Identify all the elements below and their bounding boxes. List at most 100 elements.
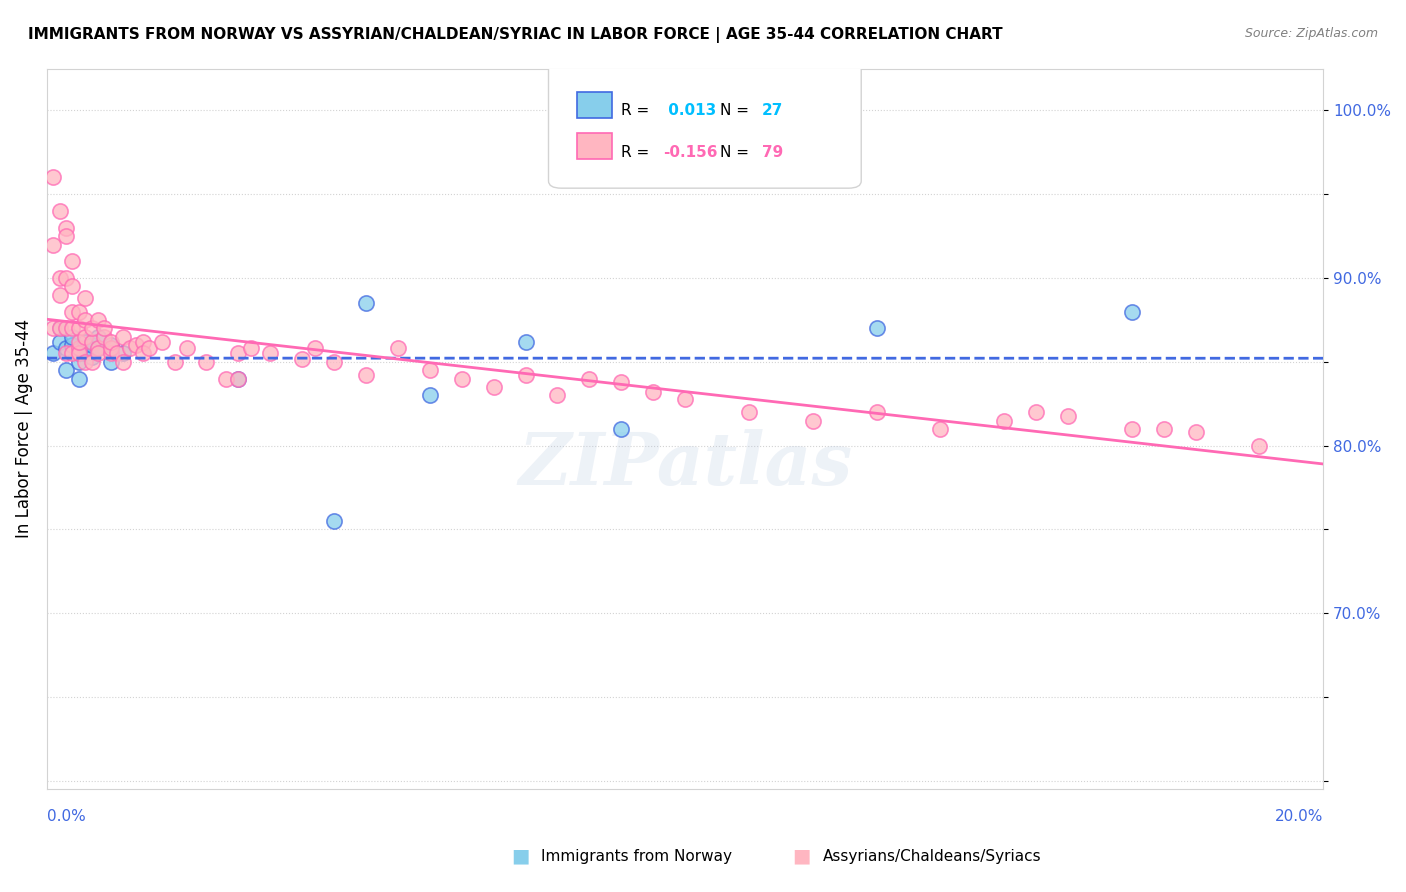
Point [75,355,97,369]
Point [482,380,505,394]
Point [673,392,696,406]
Point [578,371,600,385]
Point [1153,422,1175,436]
Point [228,371,250,385]
Point [291,351,314,366]
Point [1121,304,1143,318]
Text: Source: ZipAtlas.com: Source: ZipAtlas.com [1244,27,1378,40]
Point [55,363,77,377]
Point [55,220,77,235]
Point [112,346,135,360]
Point [62,304,84,318]
Point [93,329,115,343]
Point [195,355,218,369]
Point [118,342,141,356]
Point [125,338,148,352]
Point [131,334,153,349]
Point [80,355,103,369]
Text: IMMIGRANTS FROM NORWAY VS ASSYRIAN/CHALDEAN/SYRIAC IN LABOR FORCE | AGE 35-44 CO: IMMIGRANTS FROM NORWAY VS ASSYRIAN/CHALD… [28,27,1002,43]
Text: ZIPatlas: ZIPatlas [517,429,852,500]
Point [228,371,250,385]
Point [228,346,250,360]
Point [387,342,409,356]
Point [87,342,110,356]
Text: ■: ■ [792,847,811,866]
Text: -0.156: -0.156 [664,145,718,160]
Point [55,321,77,335]
Text: 0.0%: 0.0% [46,809,86,824]
FancyBboxPatch shape [576,134,613,160]
Point [67,334,90,349]
Text: 27: 27 [762,103,783,118]
Point [354,296,377,310]
Point [1184,425,1206,440]
Point [240,342,263,356]
Text: R =: R = [621,103,654,118]
Point [42,170,65,185]
Text: Immigrants from Norway: Immigrants from Norway [541,849,733,863]
Point [48,321,70,335]
Point [100,346,122,360]
Point [75,291,97,305]
Point [419,388,441,402]
FancyBboxPatch shape [548,54,862,188]
Point [42,346,65,360]
Point [100,342,122,356]
Point [80,334,103,349]
Text: 0.013: 0.013 [664,103,717,118]
Point [138,342,160,356]
Point [75,334,97,349]
Point [55,342,77,356]
Point [450,371,472,385]
Point [323,355,346,369]
Point [100,338,122,352]
Point [515,334,537,349]
Point [42,237,65,252]
Point [67,342,90,356]
Point [87,346,110,360]
Point [259,346,281,360]
Point [48,334,70,349]
Y-axis label: In Labor Force | Age 35-44: In Labor Force | Age 35-44 [15,319,32,539]
Point [546,388,568,402]
Point [1121,422,1143,436]
Point [67,346,90,360]
Point [67,355,90,369]
Point [865,405,887,419]
Point [80,338,103,352]
Text: 79: 79 [762,145,783,160]
Point [100,355,122,369]
Point [62,254,84,268]
Point [48,321,70,335]
Point [48,288,70,302]
Point [643,385,665,400]
Text: ■: ■ [510,847,530,866]
Point [214,371,236,385]
Point [62,346,84,360]
Point [75,346,97,360]
Point [1249,439,1271,453]
Point [323,514,346,528]
Point [93,321,115,335]
Point [48,271,70,285]
Point [75,313,97,327]
Point [67,304,90,318]
Point [176,342,198,356]
Point [62,279,84,293]
Text: N =: N = [720,145,754,160]
Point [100,334,122,349]
Point [42,321,65,335]
Point [112,355,135,369]
Point [87,313,110,327]
Point [515,368,537,383]
FancyBboxPatch shape [576,92,613,118]
Point [62,338,84,352]
Point [87,342,110,356]
Text: N =: N = [720,103,754,118]
Point [67,346,90,360]
Point [1025,405,1047,419]
Point [55,229,77,244]
Point [48,204,70,219]
Point [354,368,377,383]
Point [67,321,90,335]
